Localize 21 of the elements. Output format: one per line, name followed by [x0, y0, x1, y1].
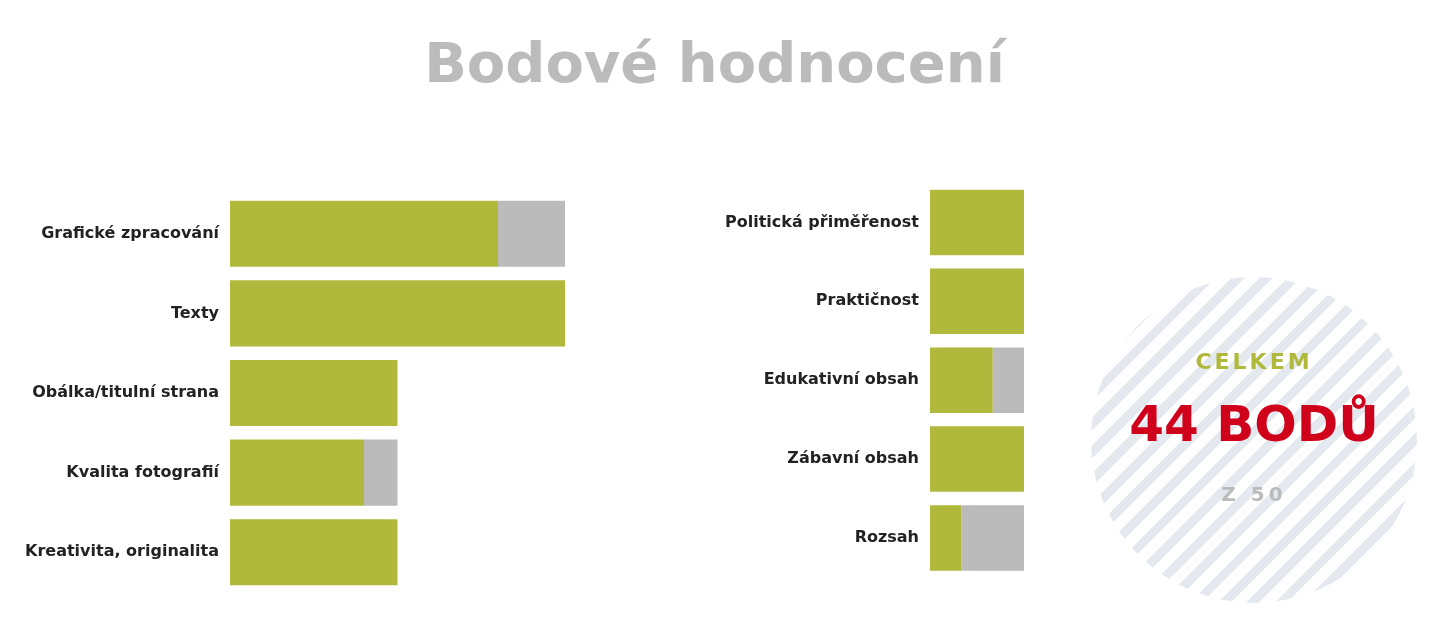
y-tick-label: Kreativita, originalita [25, 541, 219, 561]
y-tick-label: Praktičnost [815, 290, 920, 310]
y-tick-label: Rozsah [854, 527, 919, 547]
bar [230, 280, 565, 347]
y-tick-label: Kvalita fotografií [66, 461, 221, 481]
y-tick-label: Texty [170, 302, 220, 322]
text: Z 50 [1220, 482, 1288, 506]
bar [498, 200, 565, 267]
bar [230, 439, 364, 506]
text: CELKEM [1194, 349, 1314, 374]
y-tick-label: Zábavní obsah [787, 448, 919, 468]
text: 44 BODŮ [1128, 395, 1380, 453]
bar [230, 359, 398, 427]
text: Bodové hodnocení [423, 30, 1008, 95]
y-tick-label: Grafické zpracování [41, 222, 221, 242]
y-tick-label: Edukativní obsah [763, 369, 919, 389]
bar [364, 439, 398, 506]
bar [230, 200, 498, 267]
bar [230, 519, 398, 586]
y-tick-label: Obálka/titulní strana [32, 382, 219, 402]
y-tick-label: Politická přiměřenost [725, 211, 920, 231]
